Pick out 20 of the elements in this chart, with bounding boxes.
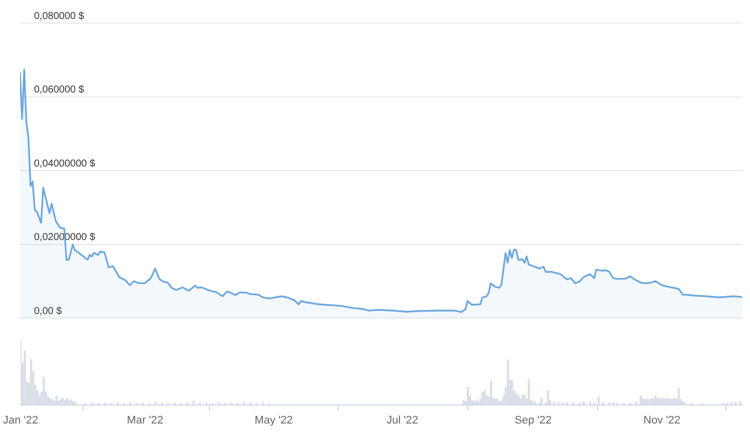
bar bbox=[678, 388, 680, 405]
bar bbox=[597, 396, 600, 405]
y-tick-label: 0,060000 $ bbox=[34, 84, 84, 96]
x-tick-label: Sep '22 bbox=[514, 414, 552, 426]
x-tick-label: Jul '22 bbox=[386, 414, 418, 426]
bar bbox=[42, 377, 45, 405]
bar bbox=[506, 360, 509, 405]
bar bbox=[24, 350, 26, 405]
y-tick-label: 0,04000000 $ bbox=[34, 158, 96, 170]
y-tick-label: 0,080000 $ bbox=[34, 10, 84, 22]
bar bbox=[490, 380, 492, 405]
x-tick-label: Mar '22 bbox=[126, 414, 164, 426]
x-tick-label: Nov '22 bbox=[643, 414, 680, 426]
x-tick-label: May '22 bbox=[254, 414, 293, 426]
y-tick-label: 0,00 $ bbox=[34, 306, 62, 317]
x-tick-label: Jan '22 bbox=[2, 414, 38, 426]
bar bbox=[528, 379, 530, 405]
bar bbox=[466, 386, 469, 405]
bar bbox=[640, 395, 642, 405]
bar bbox=[546, 390, 550, 405]
